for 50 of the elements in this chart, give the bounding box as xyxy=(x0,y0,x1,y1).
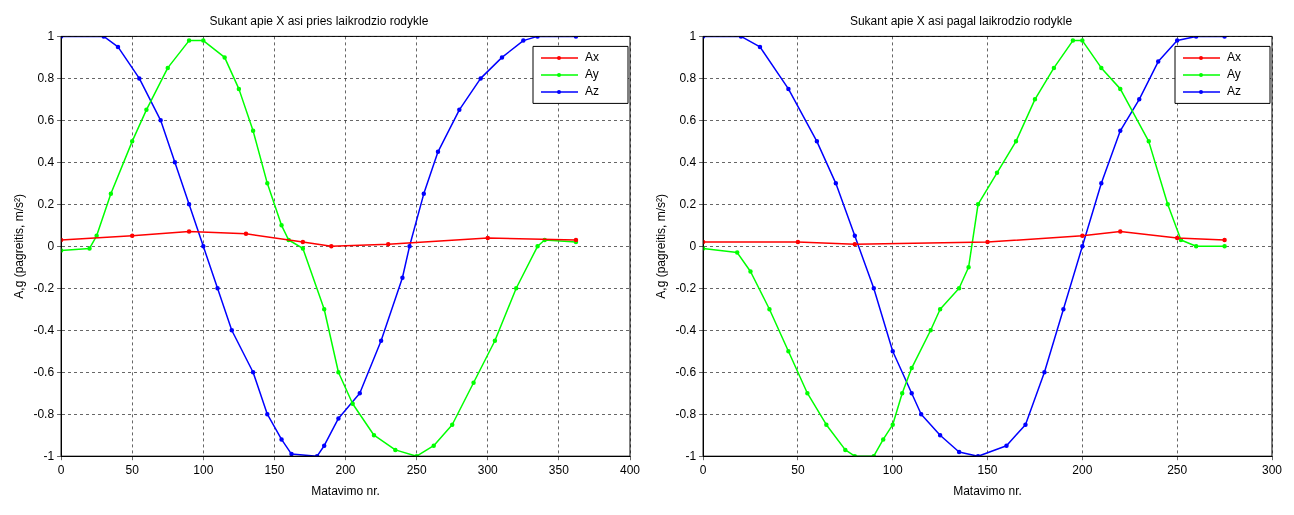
y-tick-label: 0.6 xyxy=(37,112,55,127)
y-tick-label: 0.2 xyxy=(679,196,697,211)
y-tick-label: 0 xyxy=(47,238,55,253)
y-axis-title: A,g (pagreitis, m/s²) xyxy=(653,193,668,299)
y-tick-label: 0.4 xyxy=(679,154,697,169)
x-tick-label: 150 xyxy=(977,462,998,477)
x-tick-label: 250 xyxy=(406,462,427,477)
x-tick-label: 100 xyxy=(193,462,214,477)
legend-label: Ax xyxy=(1227,50,1242,65)
x-tick-label: 100 xyxy=(882,462,904,477)
x-tick-label: 200 xyxy=(335,462,356,477)
legend-label: Az xyxy=(1227,84,1242,99)
legend-label: Ay xyxy=(1227,67,1241,82)
y-tick-label: 0 xyxy=(689,238,697,253)
x-tick-label: 300 xyxy=(1261,462,1283,477)
x-tick-label: 0 xyxy=(57,462,65,477)
y-tick-label: -1 xyxy=(685,448,697,463)
x-tick-label: 50 xyxy=(791,462,805,477)
y-tick-label: 0.8 xyxy=(679,70,697,85)
y-tick-label: -0.6 xyxy=(33,364,55,379)
y-tick-label: -0.2 xyxy=(675,280,697,295)
y-tick-label: 0.4 xyxy=(37,154,55,169)
x-tick-label: 300 xyxy=(477,462,499,477)
x-tick-label: 400 xyxy=(619,462,641,477)
x-tick-label: 0 xyxy=(699,462,707,477)
y-tick-label: 0.2 xyxy=(37,196,55,211)
x-tick-label: 150 xyxy=(264,462,285,477)
y-tick-label: 1 xyxy=(47,28,55,43)
legend-label: Az xyxy=(585,84,600,99)
x-axis-title: Matavimo nr. xyxy=(311,484,380,499)
y-tick-label: -1 xyxy=(43,448,55,463)
x-tick-label: 50 xyxy=(125,462,140,477)
x-tick-label: 250 xyxy=(1167,462,1188,477)
y-tick-label: -0.6 xyxy=(675,364,697,379)
y-tick-label: -0.8 xyxy=(33,406,55,421)
x-axis-title: Matavimo nr. xyxy=(953,484,1022,499)
y-tick-label: 1 xyxy=(689,28,697,43)
legend-label: Ax xyxy=(585,50,600,65)
chart-title: Sukant apie X asi pagal laikrodzio rodykle xyxy=(849,13,1073,28)
x-tick-label: 350 xyxy=(548,462,570,477)
x-tick-label: 200 xyxy=(1072,462,1093,477)
y-tick-label: 0.8 xyxy=(37,70,55,85)
legend-label: Ay xyxy=(585,67,599,82)
y-tick-label: -0.2 xyxy=(33,280,55,295)
chart-title: Sukant apie X asi pries laikrodzio rodykle xyxy=(209,13,429,28)
y-tick-label: -0.4 xyxy=(33,322,55,337)
y-tick-label: 0.6 xyxy=(679,112,697,127)
y-axis-title: A,g (pagreitis, m/s²) xyxy=(11,193,26,299)
y-tick-label: -0.4 xyxy=(675,322,697,337)
y-tick-label: -0.8 xyxy=(675,406,697,421)
